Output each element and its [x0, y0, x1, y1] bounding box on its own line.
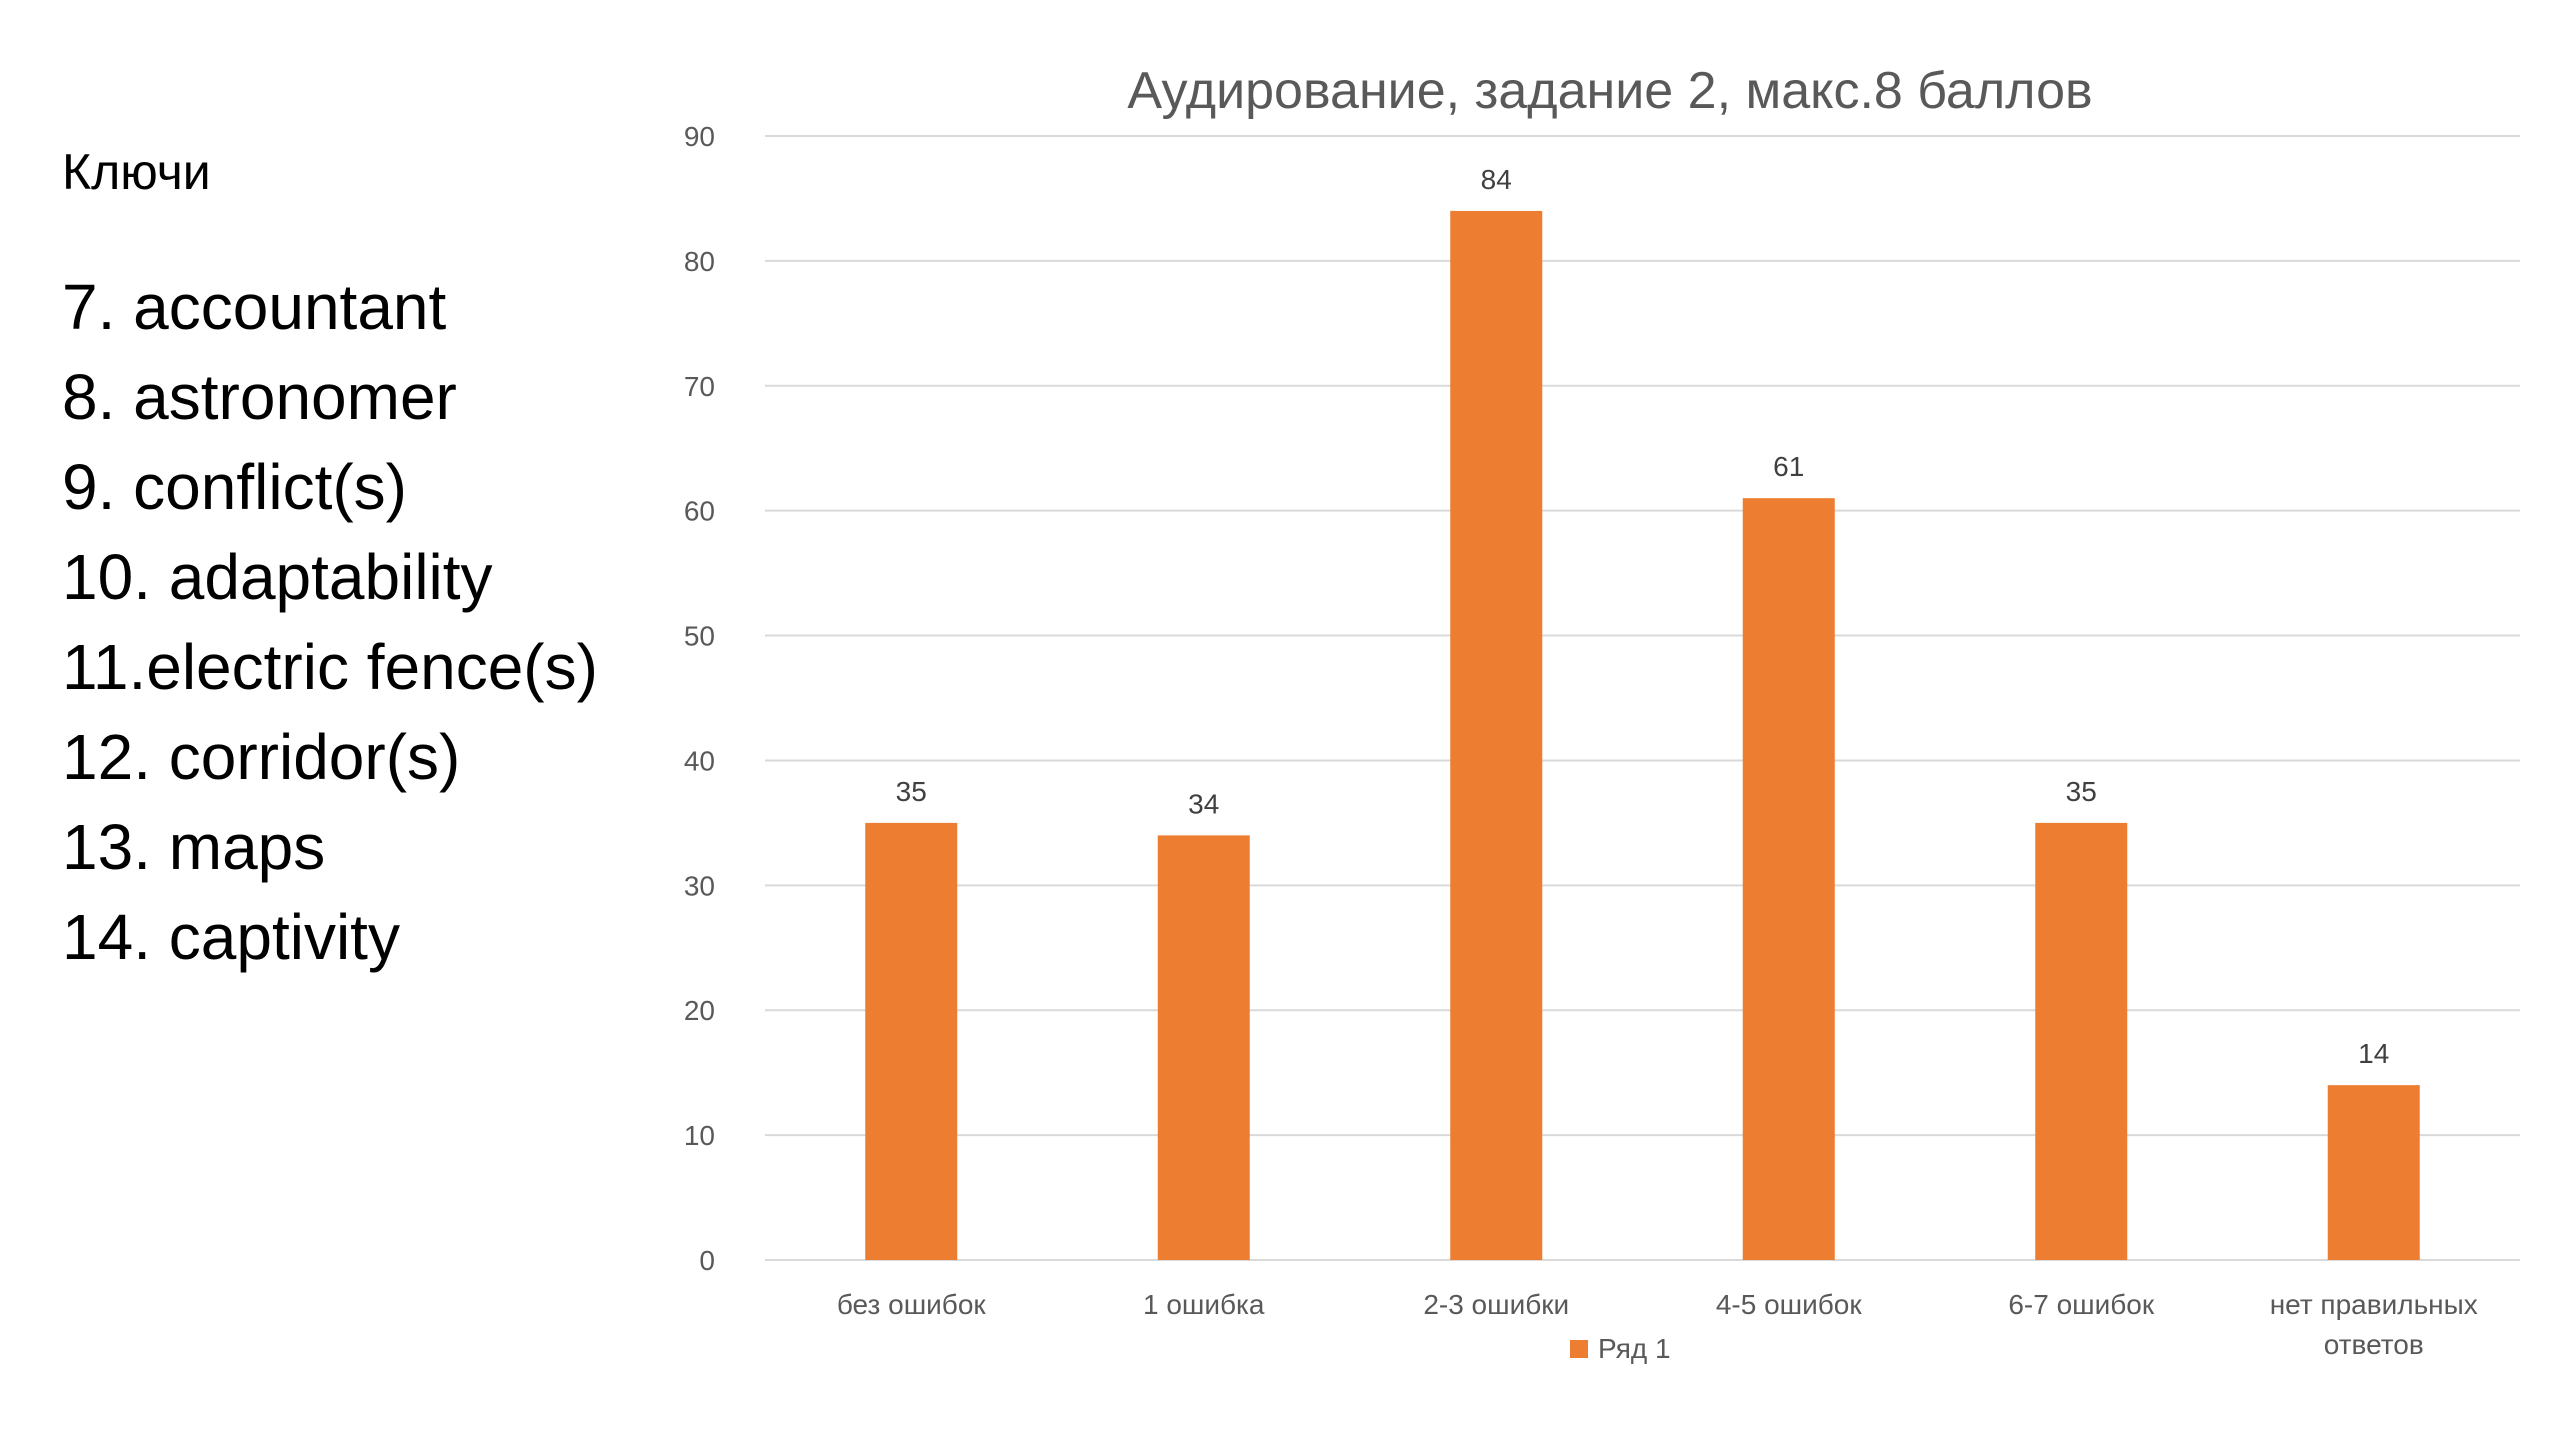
- keys-heading: Ключи: [62, 144, 211, 200]
- chart-svg: Аудирование, задание 2, макс.8 баллов 0 1…: [684, 62, 2520, 1364]
- key-item: 12. corridor(s): [62, 721, 461, 793]
- y-tick-label: 90: [684, 121, 715, 152]
- key-item: 9. conflict(s): [62, 451, 407, 523]
- bar: [2035, 822, 2128, 1260]
- data-label: 14: [2358, 1038, 2389, 1069]
- y-tick-label: 10: [684, 1120, 715, 1151]
- key-item: 7. accountant: [62, 271, 447, 343]
- legend-swatch: [1570, 1340, 1588, 1358]
- data-label: 35: [2066, 776, 2097, 807]
- data-label: 34: [1188, 788, 1219, 819]
- data-label: 61: [1773, 451, 1804, 482]
- legend: Ряд 1: [1570, 1333, 1671, 1364]
- bar-chart: Аудирование, задание 2, макс.8 баллов 0 1…: [640, 40, 2540, 1430]
- x-tick-label: без ошибок: [837, 1289, 987, 1320]
- x-tick-label: 6-7 ошибок: [2008, 1289, 2155, 1320]
- legend-label: Ряд 1: [1598, 1333, 1671, 1364]
- bar: [2327, 1085, 2420, 1260]
- data-labels: 35 34 84 61 35 14: [896, 164, 2390, 1069]
- bars: [865, 210, 2420, 1261]
- y-tick-label: 70: [684, 371, 715, 402]
- x-tick-label: ответов: [2324, 1329, 2424, 1360]
- y-tick-label: 0: [699, 1245, 715, 1276]
- data-label: 84: [1481, 164, 1512, 195]
- key-item: 10. adaptability: [62, 541, 493, 613]
- y-tick-label: 80: [684, 246, 715, 277]
- y-tick-label: 50: [684, 621, 715, 652]
- x-tick-label: 2-3 ошибки: [1423, 1289, 1569, 1320]
- key-item: 13. maps: [62, 811, 326, 883]
- keys-panel: Ключи 7. accountant 8. astronomer 9. con…: [62, 140, 682, 982]
- bar: [1450, 210, 1543, 1260]
- x-tick-label: 4-5 ошибок: [1716, 1289, 1863, 1320]
- data-label: 35: [896, 776, 927, 807]
- x-tick-label: нет правильных: [2270, 1289, 2478, 1320]
- chart-title: Аудирование, задание 2, макс.8 баллов: [1127, 62, 2092, 120]
- y-tick-label: 30: [684, 870, 715, 901]
- bar: [1157, 835, 1250, 1260]
- bar: [865, 822, 958, 1260]
- key-item: 8. astronomer: [62, 361, 457, 433]
- x-axis-ticks: без ошибок 1 ошибка 2-3 ошибки 4-5 ошибок 6-…: [837, 1289, 2478, 1360]
- y-tick-label: 60: [684, 496, 715, 527]
- x-tick-label: 1 ошибка: [1143, 1289, 1265, 1320]
- y-axis-ticks: 0 10 20 30 40 50 60 70 80 90: [684, 121, 715, 1276]
- key-item: 11.electric fence(s): [62, 631, 598, 703]
- key-item: 14. captivity: [62, 901, 400, 973]
- y-tick-label: 40: [684, 745, 715, 776]
- keys-list: 7. accountant 8. astronomer 9. conflict(…: [62, 262, 682, 982]
- bar: [1742, 498, 1835, 1261]
- grid-lines: [765, 135, 2520, 1261]
- y-tick-label: 20: [684, 995, 715, 1026]
